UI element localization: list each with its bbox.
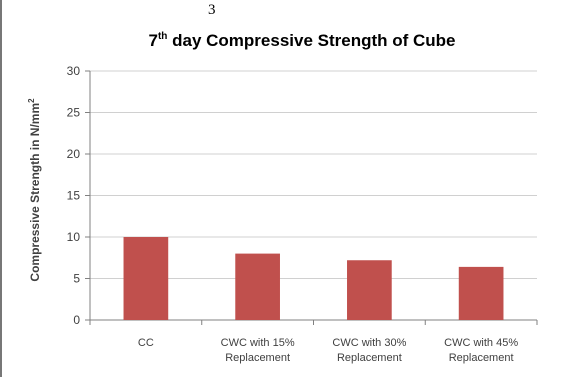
y-tick-label-4: 20 (67, 147, 81, 161)
chart-title-rest: day Compressive Strength of Cube (167, 31, 455, 50)
x-tick-label-1: CWC with 15% Replacement (221, 337, 295, 364)
bar-0 (123, 237, 169, 320)
y-axis-label-text: Compressive Strength in N/mm (28, 103, 42, 282)
y-tick-label-0: 0 (73, 313, 80, 327)
bar-1 (235, 253, 280, 320)
chart-title-superscript: th (158, 31, 167, 42)
y-axis-label: Compressive Strength in N/mm2 (27, 98, 42, 282)
x-tick-label-3: CWC with 45% Replacement (444, 337, 518, 364)
y-axis-label-superscript: 2 (27, 98, 36, 103)
y-tick-label-3: 15 (67, 189, 81, 203)
y-tick-label-6: 30 (67, 64, 81, 78)
bar-2 (347, 260, 392, 320)
x-tick-label-0: CC (138, 337, 154, 349)
chart-title: 7th day Compressive Strength of Cube (148, 31, 455, 50)
y-tick-label-5: 25 (67, 106, 81, 120)
page-number: 3 (208, 2, 216, 18)
chart-title-main: 7 (148, 31, 157, 50)
y-tick-label-2: 10 (67, 230, 81, 244)
y-tick-label-1: 5 (73, 272, 80, 286)
x-tick-label-2: CWC with 30% Replacement (332, 337, 406, 364)
bar-3 (458, 266, 504, 320)
